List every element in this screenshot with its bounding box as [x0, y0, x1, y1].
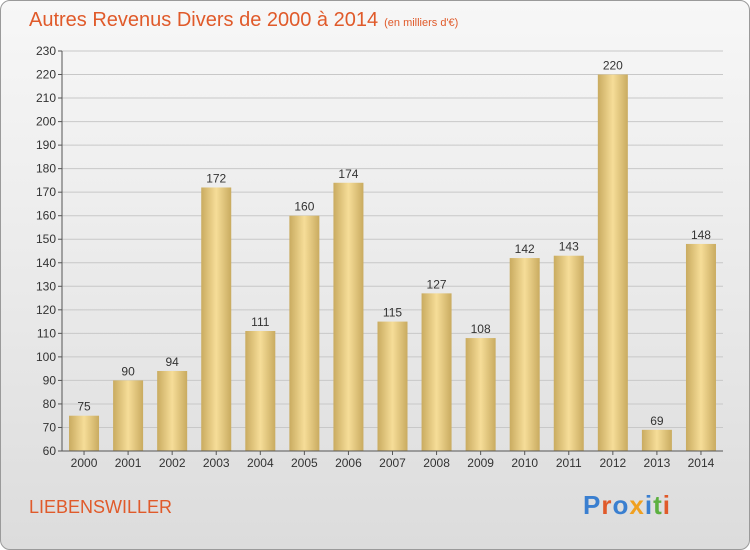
x-tick-label: 2013 [644, 456, 671, 470]
x-tick-label: 2014 [688, 456, 715, 470]
bar [641, 429, 672, 451]
logo-letter: o [612, 490, 630, 520]
x-tick-label: 2002 [159, 456, 186, 470]
data-label: 160 [294, 200, 314, 214]
data-label: 127 [427, 277, 447, 291]
data-label: 148 [691, 228, 711, 242]
bar [465, 338, 496, 451]
data-label: 142 [515, 242, 535, 256]
x-tick-label: 2000 [71, 456, 98, 470]
y-tick-label: 160 [36, 209, 56, 223]
x-tick-label: 2006 [335, 456, 362, 470]
bar [157, 371, 188, 451]
y-tick-label: 200 [36, 115, 56, 129]
y-tick-label: 180 [36, 162, 56, 176]
bar [509, 258, 540, 451]
logo-letter: P [583, 490, 602, 520]
bar [377, 321, 408, 451]
y-tick-label: 210 [36, 91, 56, 105]
y-tick-label: 140 [36, 256, 56, 270]
proxiti-logo: Proxiti [583, 490, 671, 521]
y-tick-label: 190 [36, 138, 56, 152]
bar [333, 182, 364, 451]
chart-title: Autres Revenus Divers de 2000 à 2014 (en … [29, 9, 458, 32]
bar [421, 293, 452, 451]
bar [553, 255, 584, 451]
y-tick-label: 170 [36, 185, 56, 199]
y-tick-label: 70 [43, 420, 57, 434]
chart-unit-text: (en milliers d'€) [384, 17, 459, 29]
x-tick-label: 2005 [291, 456, 318, 470]
y-tick-label: 100 [36, 350, 56, 364]
data-label: 220 [603, 59, 623, 73]
y-tick-label: 130 [36, 279, 56, 293]
x-tick-label: 2007 [379, 456, 406, 470]
y-tick-label: 220 [36, 68, 56, 82]
logo-letter: i [662, 490, 671, 520]
bar [289, 215, 320, 451]
y-tick-label: 90 [43, 373, 57, 387]
y-tick-label: 230 [36, 44, 56, 58]
data-label: 75 [77, 400, 91, 414]
data-label: 111 [251, 315, 270, 329]
y-tick-label: 80 [43, 397, 57, 411]
bar [685, 243, 716, 451]
data-label: 143 [559, 240, 579, 254]
data-label: 115 [383, 306, 402, 320]
data-label: 94 [165, 355, 179, 369]
data-label: 90 [121, 364, 135, 378]
data-label: 108 [471, 322, 491, 336]
logo-letter: i [644, 490, 654, 520]
bar [69, 415, 100, 451]
logo-letter: t [653, 490, 663, 520]
x-tick-label: 2009 [467, 456, 494, 470]
logo-letter: x [629, 490, 645, 520]
y-tick-label: 110 [37, 326, 56, 340]
y-tick-label: 60 [43, 444, 57, 458]
bar [597, 74, 628, 451]
x-tick-label: 2004 [247, 456, 274, 470]
logo-letter: r [601, 490, 613, 520]
x-tick-label: 2012 [599, 456, 626, 470]
data-label: 172 [206, 171, 226, 185]
x-tick-label: 2003 [203, 456, 230, 470]
chart-title-text: Autres Revenus Divers de 2000 à 2014 [29, 9, 379, 31]
bar [113, 380, 144, 451]
bar [201, 187, 232, 451]
y-tick-label: 150 [36, 232, 56, 246]
x-tick-label: 2011 [556, 456, 582, 470]
x-tick-label: 2001 [115, 456, 142, 470]
commune-name: LIEBENSWILLER [29, 497, 173, 517]
data-label: 69 [650, 414, 664, 428]
x-tick-label: 2010 [511, 456, 538, 470]
x-tick-label: 2008 [423, 456, 450, 470]
bar [245, 331, 276, 451]
y-tick-label: 120 [36, 303, 56, 317]
data-label: 174 [338, 167, 358, 181]
